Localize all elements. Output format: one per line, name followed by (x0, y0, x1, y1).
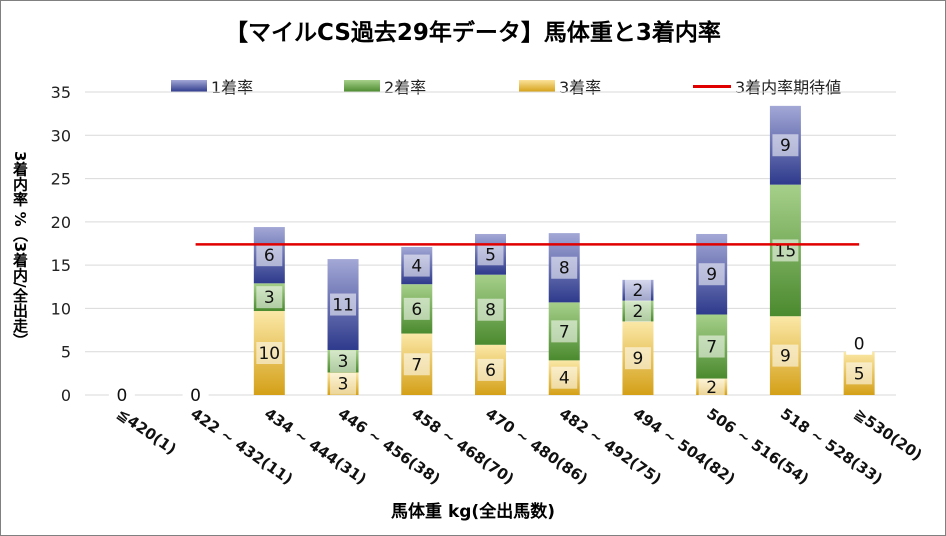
x-tick-label: ≧530(20) (851, 405, 926, 465)
y-tick-label: 10 (51, 299, 71, 318)
data-label-bg (698, 335, 725, 358)
data-label-bg (477, 243, 504, 266)
data-label: 10 (258, 344, 280, 364)
data-label-bg (772, 344, 799, 367)
data-label-bg (330, 293, 357, 316)
legend-swatch-line (693, 84, 731, 88)
data-label-bg (698, 375, 725, 398)
data-label-bg (624, 300, 651, 323)
data-label: 9 (780, 136, 791, 156)
data-label-bg (256, 244, 283, 267)
data-label-bg (624, 279, 651, 302)
data-label: 0 (854, 335, 865, 355)
data-label-bg (846, 362, 873, 385)
data-label-bg (403, 353, 430, 376)
data-label: 7 (706, 338, 717, 358)
y-tick-label: 0 (61, 386, 71, 405)
data-label: 7 (559, 322, 570, 342)
data-label: 7 (411, 355, 422, 375)
data-label-bg (624, 347, 651, 370)
data-label: 15 (775, 241, 797, 261)
data-label: 0 (190, 386, 201, 406)
legend-swatch-third (519, 80, 555, 92)
legend-swatch-second (344, 80, 380, 92)
data-label-bg (330, 350, 357, 373)
y-axis-label: 3着内率 %（3着内/全出走） (11, 151, 29, 348)
y-tick-label: 5 (61, 343, 71, 362)
y-tick-label: 15 (51, 256, 71, 275)
data-label: 5 (854, 364, 865, 384)
data-label-bg (698, 263, 725, 286)
y-tick-label: 35 (51, 83, 71, 102)
data-label: 6 (411, 300, 422, 320)
data-label-bg (403, 254, 430, 277)
chart-title: 【マイルCS過去29年データ】馬体重と3着内率 (225, 20, 721, 46)
data-label-bg (551, 366, 578, 389)
data-label-bg (256, 342, 283, 365)
data-label: 9 (633, 349, 644, 369)
data-label-bg (330, 372, 357, 395)
y-tick-label: 25 (51, 170, 71, 189)
data-label: 9 (780, 347, 791, 367)
x-axis-label: 馬体重 kg(全出馬数) (391, 502, 555, 522)
data-label: 8 (559, 259, 570, 279)
data-label-bg (477, 358, 504, 381)
data-label: 6 (485, 361, 496, 381)
data-label: 5 (485, 245, 496, 265)
data-label-bg (772, 134, 799, 157)
data-label-bg (551, 320, 578, 343)
data-label: 3 (338, 352, 349, 372)
data-label: 2 (633, 302, 644, 322)
data-label: 0 (116, 386, 127, 406)
data-label-bg (108, 384, 135, 406)
data-label: 8 (485, 301, 496, 321)
data-label: 9 (706, 265, 717, 285)
data-label: 2 (633, 281, 644, 301)
data-label: 3 (264, 288, 275, 308)
data-label: 3 (338, 375, 349, 395)
data-label-bg (403, 297, 430, 320)
legend-swatch-first (171, 80, 207, 92)
data-label-bg (846, 332, 873, 355)
y-tick-label: 20 (51, 213, 71, 232)
data-label-bg (182, 384, 209, 406)
data-label: 6 (264, 246, 275, 266)
data-label-bg (551, 256, 578, 279)
data-label: 4 (559, 369, 570, 389)
data-label-bg (477, 298, 504, 321)
x-tick-label: ≦420(1) (114, 405, 180, 459)
data-label: 4 (411, 257, 422, 277)
data-label: 11 (332, 296, 354, 316)
y-tick-label: 30 (51, 126, 71, 145)
data-label: 2 (706, 378, 717, 398)
data-label-bg (256, 286, 283, 309)
